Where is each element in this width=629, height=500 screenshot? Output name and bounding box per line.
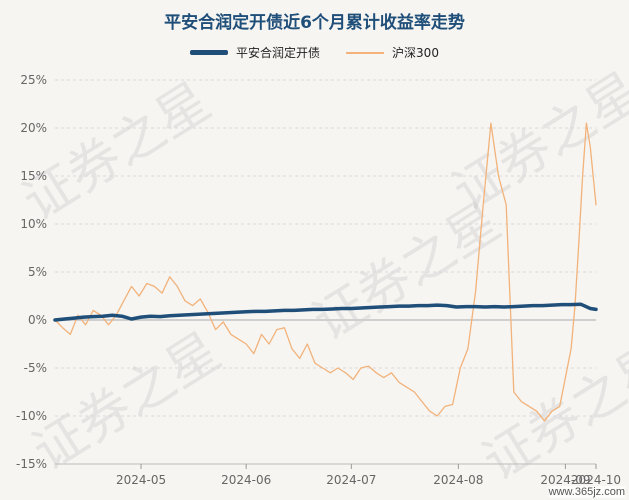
x-tick-label: 2024-07	[326, 473, 376, 487]
y-tick-label: -10%	[16, 409, 47, 423]
y-tick-label: -15%	[16, 457, 47, 471]
x-tick-label: 2024-08	[433, 473, 483, 487]
series-line-index[interactable]	[54, 122, 597, 422]
y-tick-label: 20%	[20, 121, 47, 135]
y-tick-label: 25%	[20, 73, 47, 87]
y-tick-label: 5%	[28, 265, 47, 279]
legend-swatch-index	[346, 51, 385, 54]
y-tick-label: -5%	[24, 361, 47, 375]
y-tick-label: 0%	[28, 313, 47, 327]
x-tick-label: 2024-05	[116, 473, 166, 487]
legend-item-fund[interactable]: 平安合润定开债	[190, 44, 320, 61]
y-tick-label: 15%	[20, 169, 47, 183]
legend-label-index: 沪深300	[392, 46, 439, 60]
x-tick-label: 2024-09	[540, 473, 590, 487]
legend-item-index[interactable]: 沪深300	[346, 44, 439, 61]
legend-label-fund: 平安合润定开债	[236, 46, 321, 60]
footer-watermark: www.365jz.com	[548, 486, 625, 498]
y-tick-label: 10%	[20, 217, 47, 231]
series-line-fund[interactable]	[53, 302, 598, 322]
x-tick-label: 2024-10	[571, 473, 621, 487]
legend-swatch-fund	[190, 50, 229, 55]
legend: 平安合润定开债 沪深300	[0, 44, 629, 61]
chart-title: 平安合润定开债近6个月累计收益率走势	[164, 13, 465, 33]
x-tick-label: 2024-06	[221, 473, 271, 487]
